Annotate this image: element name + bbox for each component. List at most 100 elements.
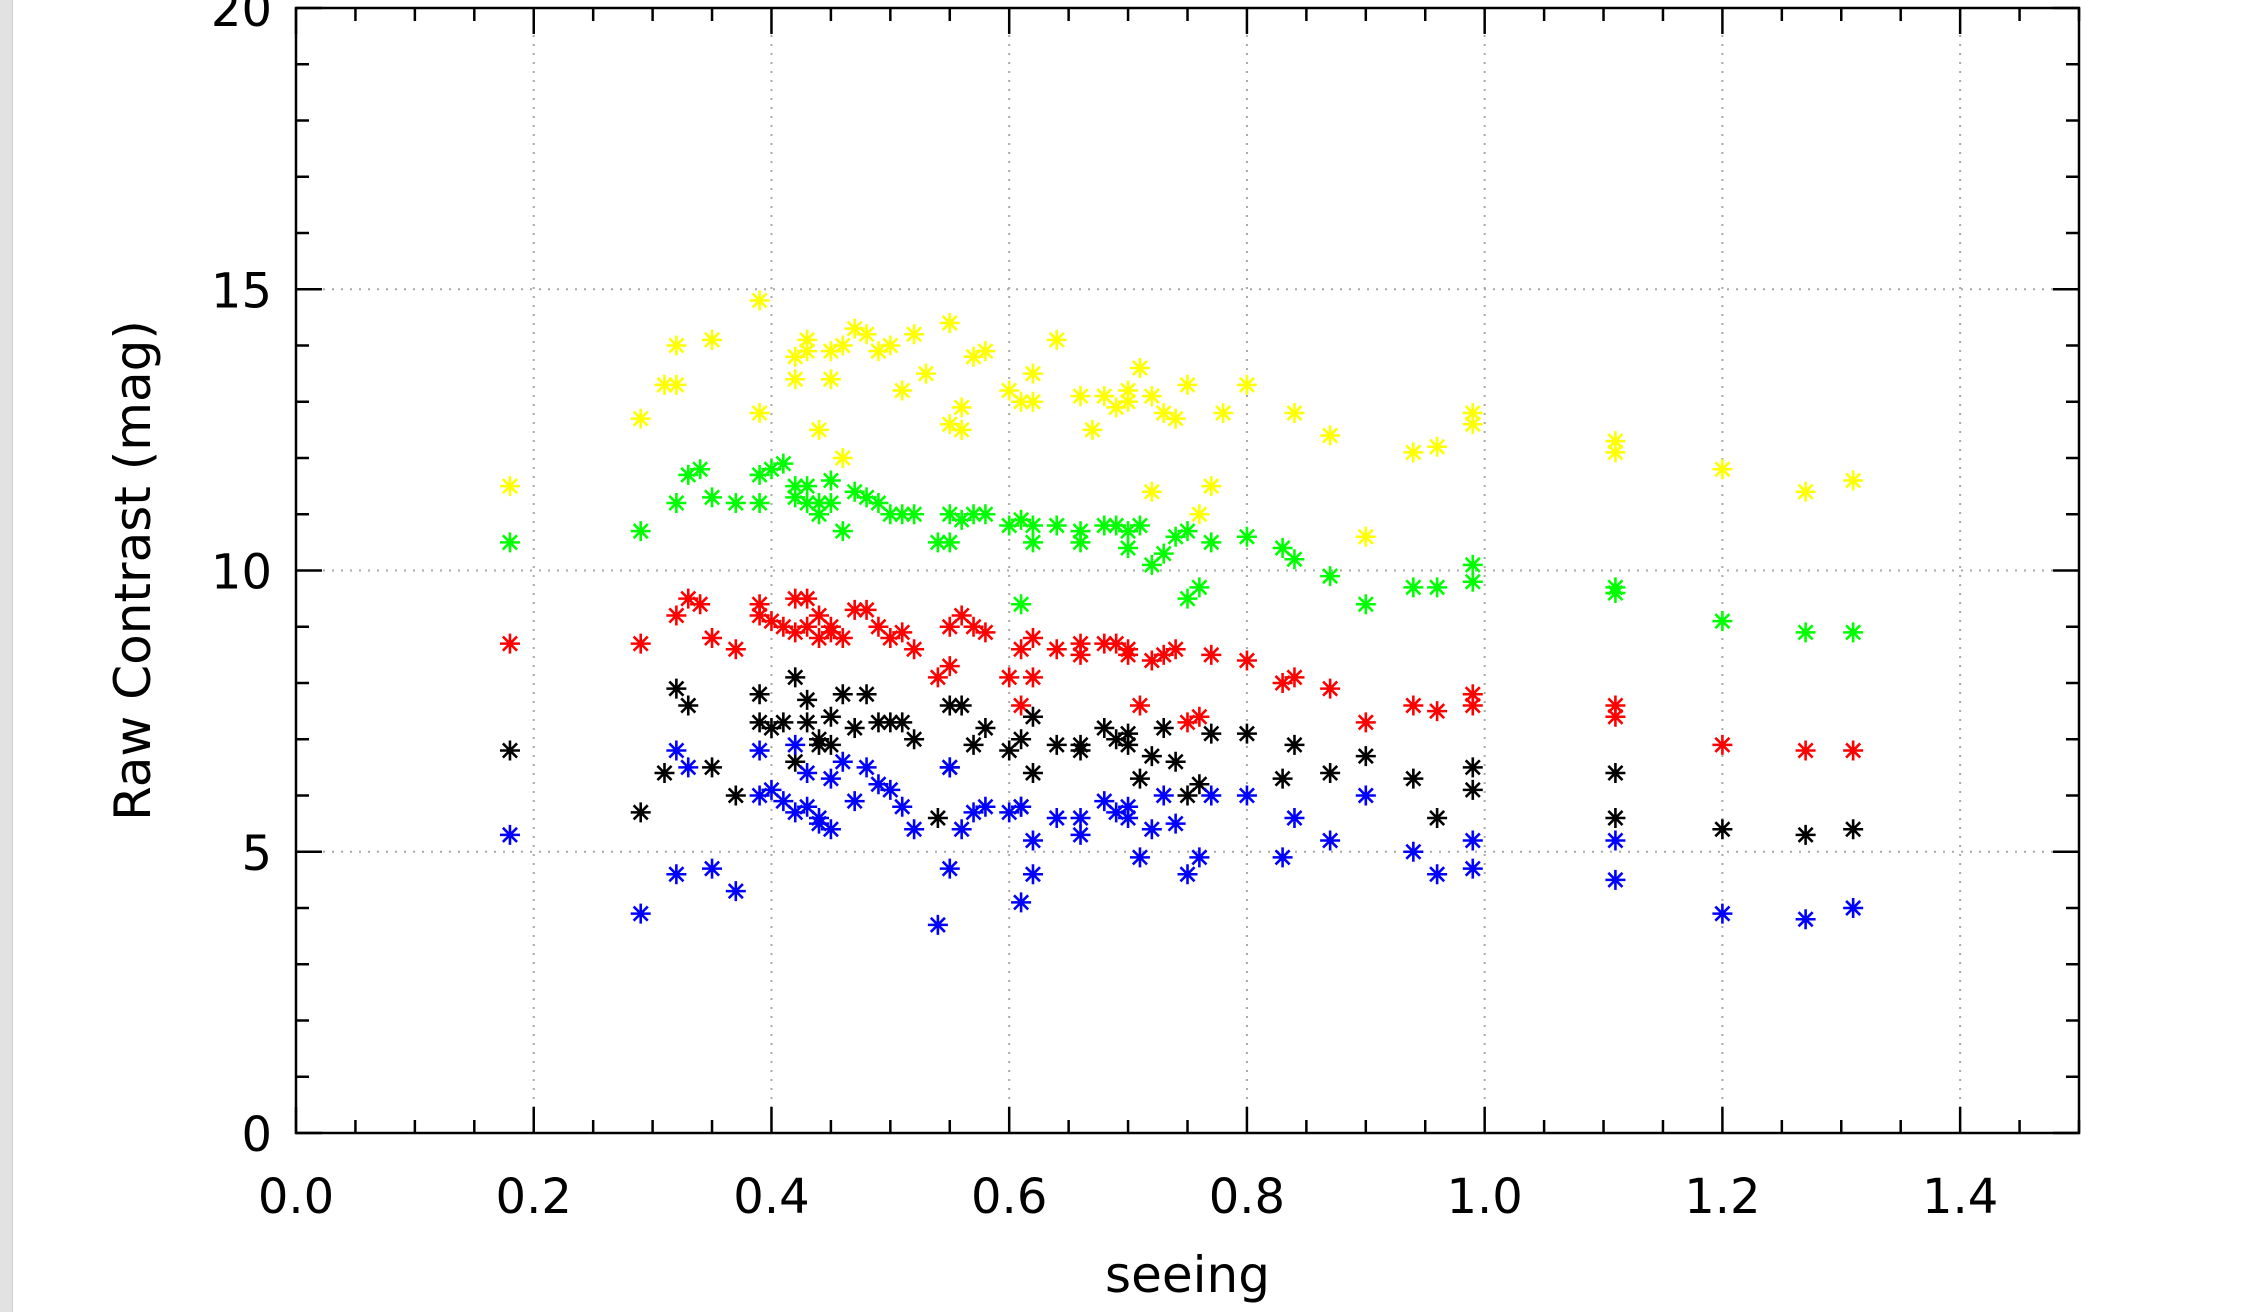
data-point: [785, 667, 806, 688]
data-point: [915, 363, 936, 384]
data-point: [1153, 403, 1174, 423]
data-point: [904, 819, 925, 840]
data-point: [797, 616, 818, 637]
data-point: [797, 588, 818, 609]
data-point: [844, 318, 865, 339]
data-point: [820, 341, 841, 362]
data-point: [868, 341, 889, 362]
data-point: [1118, 644, 1139, 665]
data-point: [1462, 684, 1483, 705]
data-point: [785, 588, 806, 609]
data-point: [1213, 403, 1234, 423]
data-point: [809, 808, 830, 828]
data-point: [1177, 374, 1198, 395]
data-point: [951, 397, 972, 418]
data-point: [666, 740, 687, 761]
data-point: [654, 763, 675, 783]
data-point: [666, 493, 687, 513]
data-point: [761, 459, 782, 480]
data-point: [1177, 864, 1198, 885]
grid: [296, 8, 2079, 1133]
data-point: [927, 914, 948, 935]
data-point: [1462, 858, 1483, 879]
data-point: [963, 734, 984, 755]
data-point: [1022, 628, 1043, 648]
data-point: [1201, 532, 1222, 553]
data-point: [1165, 639, 1186, 660]
data-point: [1106, 729, 1127, 750]
data-point: [975, 718, 996, 738]
data-point: [1094, 633, 1115, 654]
data-point: [975, 796, 996, 817]
data-point: [725, 881, 746, 902]
data-point: [702, 487, 723, 508]
data-point: [1129, 768, 1150, 789]
data-point: [1141, 386, 1162, 407]
data-point: [1118, 391, 1139, 412]
data-point: [1106, 802, 1127, 823]
series-1: [499, 453, 1864, 643]
data-point: [1201, 644, 1222, 665]
data-point: [1427, 577, 1448, 598]
data-point: [1272, 768, 1293, 789]
data-point: [797, 329, 818, 350]
data-point: [1843, 819, 1864, 840]
data-point: [749, 605, 770, 626]
data-point: [856, 599, 877, 620]
data-point: [499, 532, 520, 553]
data-point: [809, 504, 830, 525]
data-point: [844, 718, 865, 738]
x-tick-label: 0.2: [496, 1169, 572, 1225]
data-point: [702, 329, 723, 350]
data-point: [1106, 633, 1127, 654]
data-point: [1106, 515, 1127, 536]
x-tick-label: 0.4: [733, 1169, 809, 1225]
data-point: [1070, 532, 1091, 553]
data-point: [1070, 633, 1091, 654]
data-point: [1011, 695, 1032, 716]
data-point: [630, 408, 651, 429]
x-tick-label: 0.0: [258, 1169, 334, 1225]
x-tick-label: 1.4: [1922, 1169, 1998, 1225]
data-point: [975, 341, 996, 362]
data-point: [678, 695, 699, 716]
data-point: [832, 335, 853, 356]
data-point: [975, 504, 996, 525]
data-point: [999, 740, 1020, 761]
x-tick-label: 0.8: [1209, 1169, 1285, 1225]
data-point: [1201, 785, 1222, 806]
data-point: [773, 791, 794, 812]
data-point: [820, 369, 841, 390]
data-point: [999, 515, 1020, 536]
window-edge: [0, 0, 13, 1312]
data-point: [1605, 442, 1626, 463]
data-point: [1403, 577, 1424, 598]
series-0: [499, 290, 1864, 547]
data-point: [797, 341, 818, 362]
data-point: [1462, 779, 1483, 800]
data-point: [1462, 414, 1483, 435]
data-point: [1462, 695, 1483, 716]
data-point: [951, 605, 972, 626]
data-point: [963, 504, 984, 525]
data-point: [1320, 830, 1341, 851]
data-point: [1022, 391, 1043, 412]
data-point: [1011, 509, 1032, 530]
data-point: [1153, 543, 1174, 564]
data-point: [749, 594, 770, 615]
data-point: [1118, 734, 1139, 755]
data-point: [690, 459, 711, 480]
data-point: [904, 504, 925, 525]
data-point: [1118, 538, 1139, 558]
data-point: [785, 346, 806, 367]
data-point: [785, 734, 806, 755]
series-4: [499, 734, 1864, 935]
data-point: [1712, 734, 1733, 755]
data-point: [880, 335, 901, 356]
data-point: [832, 684, 853, 705]
data-point: [1165, 751, 1186, 772]
x-axis-title: seeing: [1105, 1246, 1270, 1304]
data-point: [749, 493, 770, 513]
data-point: [1795, 622, 1816, 643]
data-point: [1284, 734, 1305, 755]
